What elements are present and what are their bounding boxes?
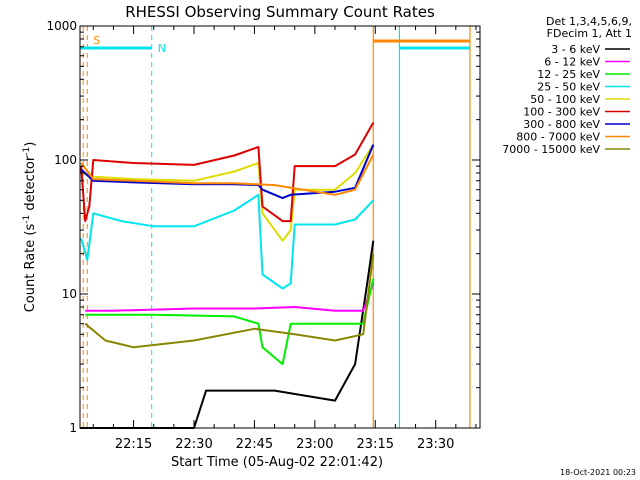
legend-label: 12 - 25 keV (537, 68, 600, 81)
x-axis-title: Start Time (05-Aug-02 22:01:42) (171, 455, 383, 470)
x-tick-label: 23:15 (357, 437, 394, 452)
y-axis-title-part2: detector (23, 155, 38, 215)
flag-label: N (158, 42, 166, 55)
axes: 1 10 100 1000 22:15 22:30 22:45 23:00 23:15 23:30 (46, 19, 480, 452)
chart-title: RHESSI Observing Summary Count Rates (125, 3, 435, 21)
y-tick-label: 100 (54, 153, 77, 167)
legend-header: FDecim 1, Att 1 (547, 27, 632, 40)
legend-label: 6 - 12 keV (544, 56, 600, 69)
series-line-50-100-kev (80, 144, 375, 242)
y-tick-label: 1000 (46, 19, 77, 33)
legend-label: 7000 - 15000 keV (502, 143, 600, 156)
x-tick-label: 22:15 (115, 437, 152, 452)
x-tick-label: 23:30 (417, 437, 454, 452)
legend-label: 25 - 50 keV (537, 81, 600, 94)
y-axis-title-sup2: -1 (22, 147, 32, 156)
x-tick-label: 23:00 (296, 437, 333, 452)
legend-label: 3 - 6 keV (551, 43, 600, 56)
series-line-300-800-kev (80, 144, 375, 200)
series-line-800-7000-kev (80, 154, 375, 196)
flag-label: S (93, 34, 100, 47)
y-tick-label: 10 (62, 287, 77, 301)
legend-label: 100 - 300 keV (523, 106, 600, 119)
plot-frame (79, 25, 481, 429)
x-tick-label: 22:45 (236, 437, 273, 452)
series-line-25-50-kev (80, 193, 375, 290)
legend-label: 300 - 800 keV (523, 118, 600, 131)
y-axis-title-part3: ) (23, 142, 38, 147)
footer-date: 18-Oct-2021 00:23 (560, 468, 636, 477)
series-line-100-300-kev (80, 122, 375, 223)
y-axis-title-part1: Count Rate (s (23, 224, 38, 313)
y-axis-title-sup1: -1 (22, 215, 32, 224)
series-line-3-6-kev (80, 240, 375, 429)
series-line-7000-15000-kev (84, 253, 375, 349)
series-line-6-12-kev (85, 283, 375, 312)
y-axis-title: Count Rate (s-1 detector-1) (22, 142, 38, 313)
legend-label: 50 - 100 keV (530, 93, 600, 106)
y-tick-label: 1 (69, 421, 77, 435)
series-line-12-25-kev (85, 278, 375, 366)
x-tick-label: 22:30 (175, 437, 212, 452)
legend-header: Det 1,3,4,5,6,9, (546, 15, 632, 28)
legend: Det 1,3,4,5,6,9,FDecim 1, Att 1 3 - 6 keV… (502, 15, 632, 156)
legend-label: 800 - 7000 keV (516, 131, 600, 144)
